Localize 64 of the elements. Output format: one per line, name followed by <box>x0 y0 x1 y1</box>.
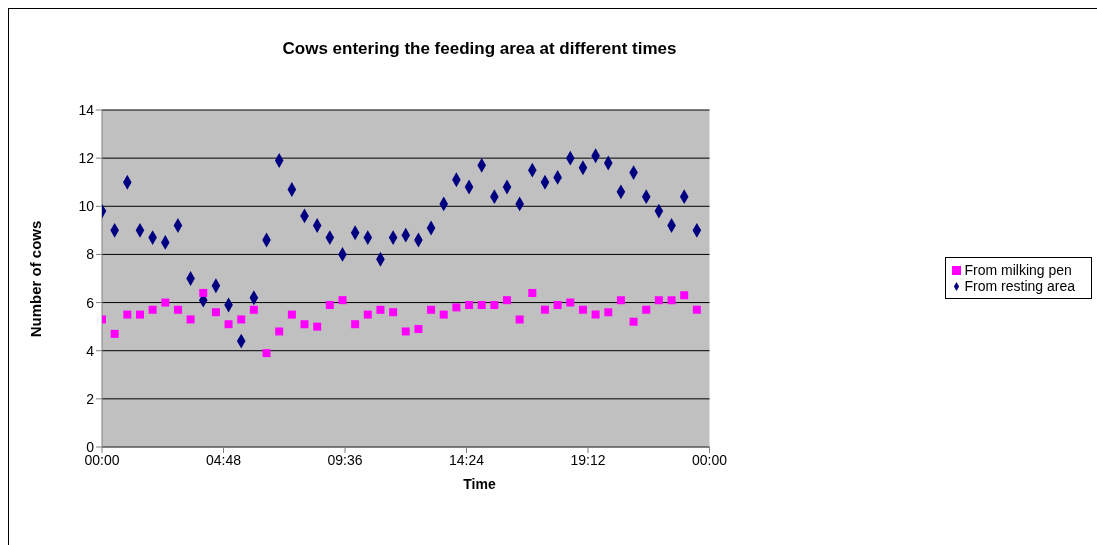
y-tick-label: 14 <box>78 101 95 118</box>
point <box>452 303 461 312</box>
point <box>186 315 195 324</box>
point <box>224 320 233 329</box>
y-tick-label: 10 <box>78 198 95 215</box>
y-tick-label: 4 <box>86 342 95 359</box>
point <box>287 310 296 319</box>
x-tick-label: 00:00 <box>691 451 728 468</box>
x-tick-label: 14:24 <box>448 451 485 468</box>
legend-label: From resting area <box>964 277 1075 294</box>
point <box>173 305 182 314</box>
point <box>123 310 132 319</box>
point <box>616 296 625 305</box>
point <box>389 308 398 317</box>
y-tick-label: 6 <box>86 294 95 311</box>
point <box>604 308 613 317</box>
point <box>161 298 170 307</box>
point <box>148 305 157 314</box>
point <box>338 296 347 305</box>
x-tick-label: 09:36 <box>327 451 363 468</box>
point <box>566 298 575 307</box>
point <box>275 327 284 336</box>
point <box>135 310 144 319</box>
y-tick-label: 2 <box>86 390 95 407</box>
point <box>465 300 474 309</box>
point <box>540 305 549 314</box>
legend-label: From milking pen <box>964 261 1072 278</box>
point <box>515 315 524 324</box>
point <box>553 300 562 309</box>
point <box>591 310 600 319</box>
point <box>325 300 334 309</box>
point <box>313 322 322 331</box>
x-tick-label: 19:12 <box>570 451 606 468</box>
point <box>249 305 258 314</box>
point <box>199 288 208 297</box>
point <box>211 308 220 317</box>
x-tick-label: 04:48 <box>205 451 242 468</box>
point <box>680 291 689 300</box>
point <box>503 296 512 305</box>
point <box>439 310 448 319</box>
point <box>351 320 360 329</box>
y-tick-label: 12 <box>78 150 95 167</box>
point <box>401 327 410 336</box>
point <box>363 310 372 319</box>
point <box>629 317 638 326</box>
point <box>578 305 587 314</box>
point <box>300 320 309 329</box>
chart-title: Cows entering the feeding area at different times <box>281 39 678 59</box>
point <box>528 288 537 297</box>
point <box>654 296 663 305</box>
x-axis-title: Time <box>462 476 497 492</box>
point <box>376 305 385 314</box>
point <box>477 300 486 309</box>
point <box>667 296 676 305</box>
point <box>427 305 436 314</box>
y-tick-label: 8 <box>86 246 95 263</box>
point <box>110 329 119 338</box>
point <box>490 300 499 309</box>
point <box>642 305 651 314</box>
point <box>414 325 423 334</box>
point <box>262 349 271 358</box>
point <box>237 315 246 324</box>
y-axis-title: Number of cows <box>26 220 44 338</box>
point <box>692 305 701 314</box>
